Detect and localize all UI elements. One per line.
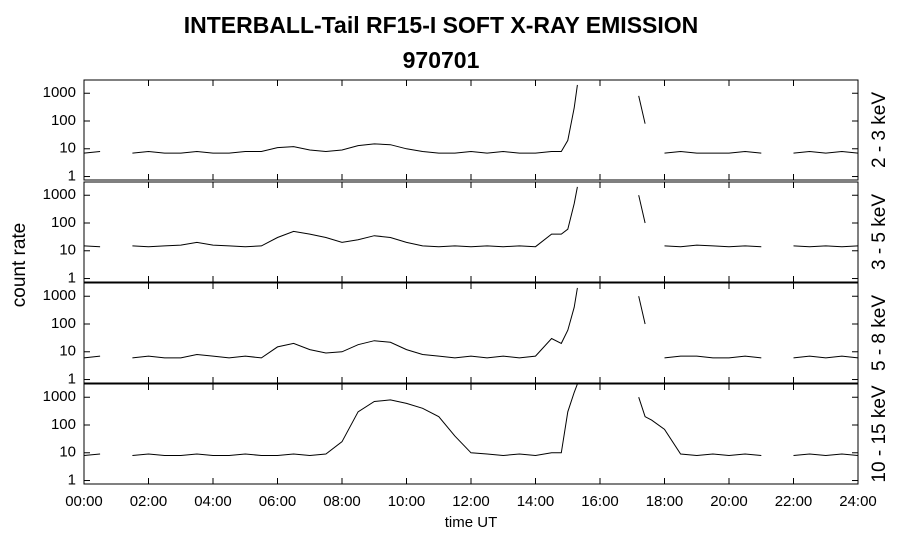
y-tick-label: 10 bbox=[59, 140, 76, 157]
y-tick-label: 1000 bbox=[43, 186, 76, 203]
panel-frame bbox=[83, 79, 859, 181]
data-line bbox=[83, 186, 859, 248]
x-tick-label: 14:00 bbox=[517, 493, 555, 510]
y-tick-label: 100 bbox=[51, 112, 76, 129]
panel-frame bbox=[83, 383, 859, 485]
y-tick-label: 1000 bbox=[43, 84, 76, 101]
chart-subtitle: 970701 bbox=[403, 47, 480, 73]
y-tick-label: 1 bbox=[68, 168, 76, 185]
x-tick-label: 24:00 bbox=[839, 493, 877, 510]
y-tick-label: 100 bbox=[51, 416, 76, 433]
panel-label: 3 - 5 keV bbox=[869, 194, 890, 270]
y-tick-label: 1 bbox=[68, 270, 76, 287]
data-line bbox=[83, 383, 859, 457]
y-tick-label: 1 bbox=[68, 472, 76, 489]
x-tick-label: 10:00 bbox=[388, 493, 426, 510]
panel-label: 10 - 15 keV bbox=[869, 385, 890, 482]
x-tick-label: 12:00 bbox=[452, 493, 490, 510]
panel-label: 5 - 8 keV bbox=[869, 295, 890, 371]
y-tick-label: 100 bbox=[51, 315, 76, 332]
x-tick-label: 20:00 bbox=[710, 493, 748, 510]
y-tick-label: 100 bbox=[51, 214, 76, 231]
x-tick-label: 04:00 bbox=[194, 493, 232, 510]
panel-frame bbox=[83, 181, 859, 283]
y-tick-label: 1 bbox=[68, 371, 76, 388]
x-axis-label: time UT bbox=[445, 514, 498, 531]
x-tick-label: 08:00 bbox=[323, 493, 361, 510]
panel-frame bbox=[83, 282, 859, 384]
x-tick-label: 16:00 bbox=[581, 493, 619, 510]
y-tick-label: 1000 bbox=[43, 287, 76, 304]
x-tick-label: 18:00 bbox=[646, 493, 684, 510]
panel-label: 2 - 3 keV bbox=[869, 92, 890, 168]
x-tick-label: 06:00 bbox=[259, 493, 297, 510]
x-tick-label: 22:00 bbox=[775, 493, 813, 510]
y-tick-label: 10 bbox=[59, 343, 76, 360]
chart-title: INTERBALL-Tail RF15-I SOFT X-RAY EMISSIO… bbox=[184, 12, 699, 38]
x-tick-label: 00:00 bbox=[65, 493, 103, 510]
x-tick-label: 02:00 bbox=[130, 493, 168, 510]
y-tick-label: 10 bbox=[59, 444, 76, 461]
y-tick-label: 10 bbox=[59, 242, 76, 259]
y-tick-label: 1000 bbox=[43, 388, 76, 405]
data-line bbox=[83, 287, 859, 359]
y-axis-label: count rate bbox=[9, 223, 30, 308]
data-line bbox=[83, 84, 859, 154]
